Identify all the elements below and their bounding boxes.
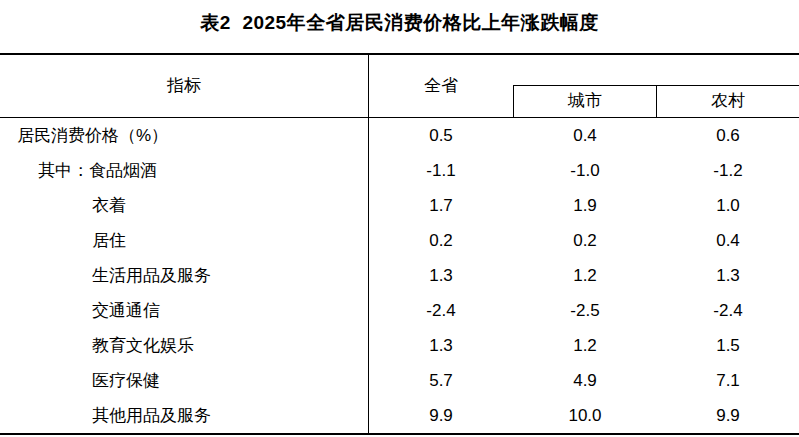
province-value: -2.4 [369,293,513,328]
page-title: 表2 2025年全省居民消费价格比上年涨跌幅度 [0,10,799,36]
row-label: 其中：食品烟酒 [0,153,369,188]
province-value: 1.7 [369,188,513,223]
table-header: 指标 全省 城市 农村 [0,55,799,118]
row-label: 生活用品及服务 [0,258,369,293]
header-city: 城市 [514,86,657,117]
province-value: -1.1 [369,153,513,188]
city-value: 4.9 [513,363,657,398]
city-value: 0.2 [513,223,657,258]
row-label: 衣着 [0,188,369,223]
city-value: 10.0 [513,398,657,433]
rural-value: 7.1 [657,363,799,398]
header-rural: 农村 [657,86,799,117]
row-label: 其他用品及服务 [0,398,369,433]
page: { "title": "表2 2025年全省居民消费价格比上年涨跌幅度", "t… [0,0,799,437]
table-row: 教育文化娱乐 1.3 1.2 1.5 [0,328,799,363]
table-row: 衣着 1.7 1.9 1.0 [0,188,799,223]
province-value: 0.2 [369,223,513,258]
table-row: 其中：食品烟酒 -1.1 -1.0 -1.2 [0,153,799,188]
rural-value: 1.0 [657,188,799,223]
rural-value: 9.9 [657,398,799,433]
header-province: 全省 [369,55,513,117]
cpi-table: 指标 全省 城市 农村 居民消费价格（%） 0.5 0.4 0.6 其中：食品烟… [0,53,799,435]
city-value: 0.4 [513,118,657,153]
rural-value: -2.4 [657,293,799,328]
table-row: 居民消费价格（%） 0.5 0.4 0.6 [0,118,799,153]
table-row: 医疗保健 5.7 4.9 7.1 [0,363,799,398]
rural-value: -1.2 [657,153,799,188]
table-row: 居住 0.2 0.2 0.4 [0,223,799,258]
city-value: -2.5 [513,293,657,328]
table-body: 居民消费价格（%） 0.5 0.4 0.6 其中：食品烟酒 -1.1 -1.0 … [0,118,799,433]
city-value: 1.2 [513,328,657,363]
row-label: 教育文化娱乐 [0,328,369,363]
row-label: 居住 [0,223,369,258]
row-label: 医疗保健 [0,363,369,398]
province-value: 0.5 [369,118,513,153]
rural-value: 0.6 [657,118,799,153]
table-row: 生活用品及服务 1.3 1.2 1.3 [0,258,799,293]
province-value: 1.3 [369,328,513,363]
table-row: 交通通信 -2.4 -2.5 -2.4 [0,293,799,328]
row-label: 居民消费价格（%） [0,118,369,153]
table-row: 其他用品及服务 9.9 10.0 9.9 [0,398,799,433]
province-value: 1.3 [369,258,513,293]
rural-value: 0.4 [657,223,799,258]
city-value: 1.9 [513,188,657,223]
header-indicator: 指标 [0,55,368,117]
province-value: 9.9 [369,398,513,433]
header-subgroup-box: 城市 农村 [513,85,799,117]
city-value: 1.2 [513,258,657,293]
row-label: 交通通信 [0,293,369,328]
city-value: -1.0 [513,153,657,188]
rural-value: 1.5 [657,328,799,363]
province-value: 5.7 [369,363,513,398]
rural-value: 1.3 [657,258,799,293]
